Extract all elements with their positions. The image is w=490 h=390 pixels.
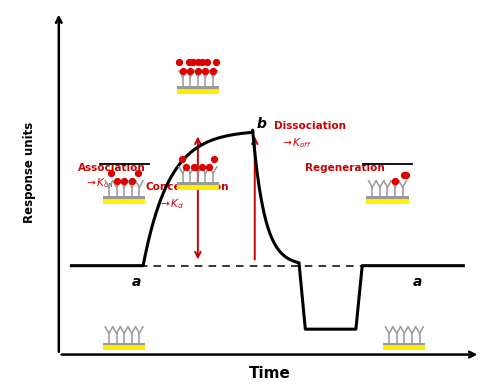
Point xyxy=(399,172,407,178)
Text: Association: Association xyxy=(78,163,146,173)
Text: Dissociation: Dissociation xyxy=(274,121,346,131)
Bar xyxy=(103,345,145,350)
Text: a: a xyxy=(412,275,422,289)
Point xyxy=(189,59,197,65)
Point xyxy=(205,164,213,170)
Point xyxy=(194,59,202,65)
Text: $\rightarrow K_d$: $\rightarrow K_d$ xyxy=(158,197,184,211)
Bar xyxy=(367,197,409,199)
Bar xyxy=(383,342,425,345)
Point xyxy=(402,172,410,178)
Point xyxy=(186,67,194,74)
Text: Response units: Response units xyxy=(23,122,36,223)
Bar xyxy=(103,342,145,345)
Point xyxy=(194,67,202,74)
Point xyxy=(190,164,198,170)
Text: Time: Time xyxy=(248,366,291,381)
Point xyxy=(203,59,211,65)
Bar xyxy=(177,87,219,89)
Point xyxy=(213,59,220,65)
Point xyxy=(198,164,206,170)
Bar xyxy=(177,185,219,190)
Bar xyxy=(103,199,145,204)
Text: a: a xyxy=(132,275,142,289)
Point xyxy=(210,156,218,162)
Point xyxy=(201,67,209,74)
Point xyxy=(120,178,128,184)
Text: Regeneration: Regeneration xyxy=(305,163,385,173)
Point xyxy=(134,170,142,176)
Point xyxy=(107,170,115,176)
Point xyxy=(178,156,186,162)
Bar xyxy=(383,345,425,350)
Text: $\rightarrow K_{off}$: $\rightarrow K_{off}$ xyxy=(280,136,312,150)
Text: b: b xyxy=(257,117,267,131)
Point xyxy=(391,178,399,184)
Point xyxy=(183,164,191,170)
Bar xyxy=(103,197,145,199)
Text: $\rightarrow K_{on}$: $\rightarrow K_{on}$ xyxy=(84,176,114,190)
Point xyxy=(209,67,217,74)
Point xyxy=(179,67,187,74)
Point xyxy=(198,59,206,65)
Point xyxy=(175,59,183,65)
Point xyxy=(113,178,121,184)
Bar xyxy=(177,89,219,94)
Text: Concentration: Concentration xyxy=(145,183,229,192)
Point xyxy=(128,178,136,184)
Bar xyxy=(177,183,219,185)
Point xyxy=(185,59,193,65)
Bar xyxy=(367,199,409,204)
